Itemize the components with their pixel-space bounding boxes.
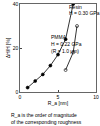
- svg-text:PMMA: PMMA: [51, 34, 67, 40]
- svg-text:H = 0.30 GPa: H = 0.30 GPa: [69, 10, 100, 16]
- svg-text:R_a is the order of magnitudeo: R_a is the order of magnitudeof the corr…: [11, 112, 82, 125]
- svg-text:20: 20: [13, 45, 19, 51]
- svg-text:R_a [nm]: R_a [nm]: [48, 100, 69, 106]
- svg-text:5: 5: [57, 94, 60, 100]
- svg-text:0: 0: [16, 89, 19, 95]
- svg-text:(R = 1.0 μm): (R = 1.0 μm): [51, 48, 79, 54]
- svg-text:10: 10: [93, 94, 99, 100]
- svg-text:H = 0.22 GPa: H = 0.22 GPa: [51, 41, 82, 47]
- svg-text:ΔH/H [%]: ΔH/H [%]: [5, 37, 11, 58]
- svg-text:0: 0: [19, 94, 22, 100]
- svg-text:Resin: Resin: [69, 4, 82, 10]
- svg-text:40: 40: [13, 1, 19, 7]
